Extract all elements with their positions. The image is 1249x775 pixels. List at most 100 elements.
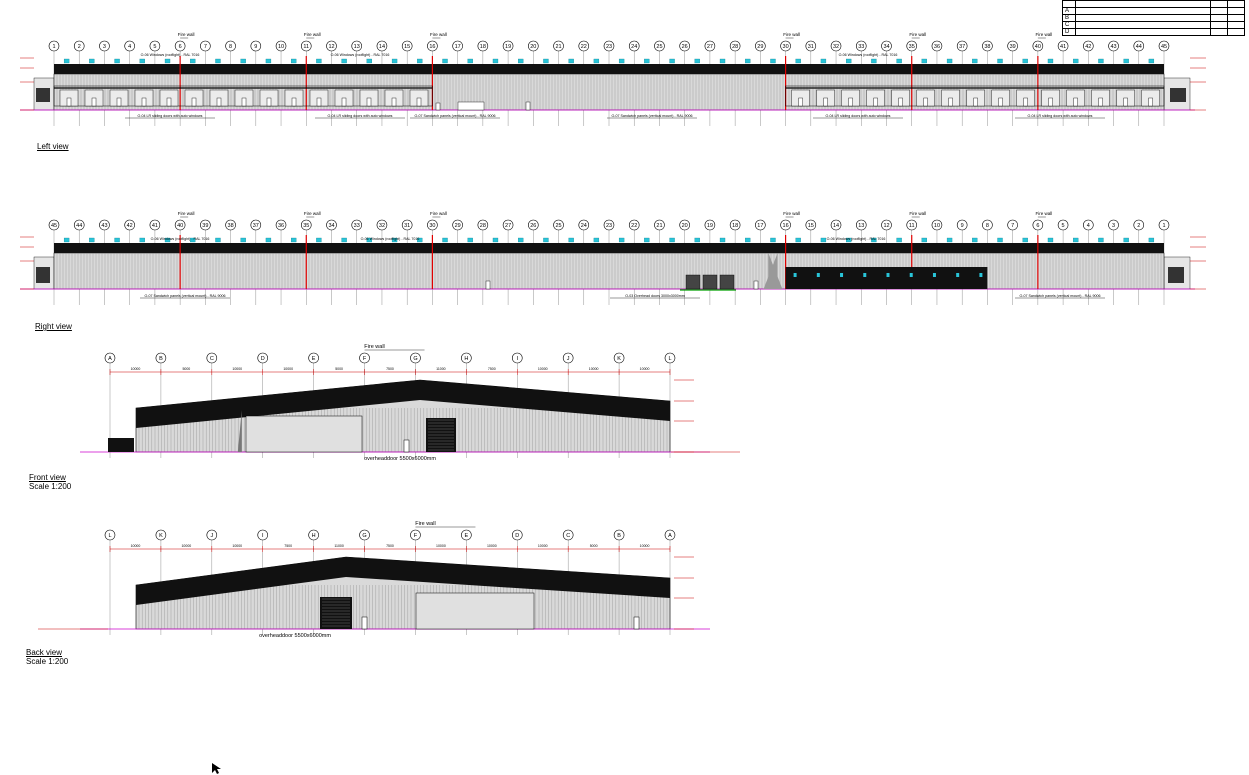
grid-label: 28 [732,44,738,50]
lean-to-block [108,438,134,452]
fire-wall-label: Fire wall [178,32,195,37]
rooflight-window [164,237,171,243]
grid-label: 3 [1112,223,1115,229]
grid-label: 31 [404,223,410,229]
grid-bubble [477,219,489,231]
grid-bubble [308,529,319,541]
grid-label: 30 [783,44,789,50]
grid-bubble [805,219,817,231]
rooflight-window [215,237,221,243]
personnel-door [1073,97,1078,107]
back-view-title: Back view Scale 1:200 [26,648,69,666]
grid-bubble [1108,40,1119,52]
grid-label: 19 [505,44,511,50]
grid-label: 45 [51,223,57,229]
dimension-value: 10000 [436,544,446,548]
grid-bubble [562,529,574,541]
grid-bubble [956,40,968,52]
grid-bubble [578,219,590,231]
grid-bubble [326,40,337,52]
rooflight-window [770,58,776,64]
grid-label: 23 [606,44,612,50]
grid-bubble [1083,219,1094,231]
grid-bubble [1133,219,1145,231]
grid-bubble [755,40,766,52]
grid-bubble [982,40,993,52]
personnel-door [998,97,1003,107]
back-view-scale: Scale 1:200 [26,657,69,666]
material-note: O-04 LR sliding doors with auto windows [826,114,891,118]
rooflight-window [946,58,953,64]
grid-bubble [553,40,564,52]
grid-bubble [99,40,110,52]
overhead-door [702,274,718,290]
grid-label: 30 [429,223,435,229]
personnel-door [191,97,197,107]
rooflight-window [442,58,448,64]
grid-bubble [250,219,262,231]
rooflight-window [1098,58,1104,64]
grid-bubble [427,219,438,231]
grid-label: 27 [707,44,713,50]
grid-bubble [410,352,421,364]
rooflight-window [997,58,1003,64]
grid-bubble [931,219,943,231]
rooflight-window [694,237,700,243]
dimension-value: 11000 [436,367,446,371]
grid-bubble [326,219,337,231]
left-view-elevation: 1 2 3 4 5 6 7 8 9 10 11 12 13 14 15 16 17 18 19 20 21 22 23 24 2… [20,32,1206,126]
grid-label: 4 [128,44,131,50]
grid-bubble [200,40,211,52]
grid-bubble [300,40,312,52]
grid-bubble [578,40,590,52]
rooflight-window [1022,237,1028,243]
grid-label: 12 [328,44,334,50]
grid-bubble [1158,219,1170,231]
dimension-value: 7500 [488,367,496,371]
grid-label: 15 [808,223,814,229]
personnel-door [241,97,247,107]
grid-label: H [464,356,468,362]
rooflight-window [972,237,978,243]
dimension-value: 10000 [589,367,599,371]
rooflight-window [618,58,625,64]
grid-label: 33 [858,44,864,50]
dimension-value: 10000 [283,367,293,371]
grid-label: 29 [757,44,763,50]
grid-label: 43 [101,223,107,229]
grid-bubble [1158,40,1170,52]
personnel-door [366,97,372,107]
grid-label: C [210,356,214,362]
grid-label: 14 [833,223,839,229]
rooflight-window [820,58,827,64]
rooflight-window [417,58,423,64]
grid-bubble [300,219,312,231]
grid-label: 35 [909,44,915,50]
grid-label: 33 [354,223,360,229]
dimension-value: 10000 [181,544,191,548]
front-view-scale: Scale 1:200 [29,482,72,491]
rooflight-note: O-06 Windows (rooflight) - RAL 7016 [839,53,898,57]
grid-bubble [830,219,842,231]
grid-label: 29 [455,223,461,229]
grid-bubble [1057,40,1069,52]
grid-label: 10 [934,223,940,229]
grid-bubble [613,352,625,364]
grid-bubble [155,352,167,364]
grid-bubble [73,219,85,231]
dimension-value: 5000 [182,367,190,371]
rooflight-window [467,58,473,64]
rooflight-window [139,58,145,64]
grid-label: 13 [858,223,864,229]
grid-label: 4 [1087,223,1090,229]
grid-bubble [124,40,135,52]
grid-label: 40 [177,223,183,229]
grid-bubble [664,529,676,541]
grid-bubble [502,40,514,52]
personnel-door [216,97,222,107]
grid-bubble [679,40,690,52]
material-note: O-04 LR sliding doors with auto windows [328,114,393,118]
grid-bubble [401,40,413,52]
grid-label: J [210,533,213,539]
grid-label: 26 [682,44,688,50]
